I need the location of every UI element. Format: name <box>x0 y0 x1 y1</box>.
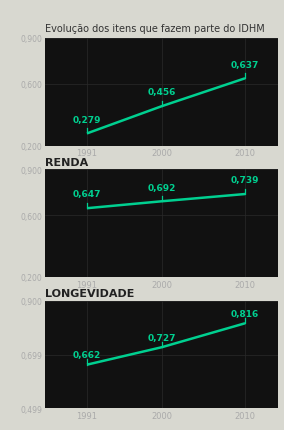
Text: LONGEVIDADE: LONGEVIDADE <box>45 289 135 298</box>
Text: 0,816: 0,816 <box>231 309 259 318</box>
Text: 0,647: 0,647 <box>73 190 101 199</box>
Text: EDUCAÇÃO: EDUCAÇÃO <box>45 54 114 66</box>
Text: 0,692: 0,692 <box>148 183 176 192</box>
Text: 0,662: 0,662 <box>73 350 101 359</box>
Text: 0,279: 0,279 <box>73 115 101 124</box>
Text: RENDA: RENDA <box>45 157 89 168</box>
Text: 0,637: 0,637 <box>231 61 259 69</box>
Text: 0,727: 0,727 <box>148 333 176 342</box>
Text: 0,739: 0,739 <box>231 176 259 185</box>
Text: 0,456: 0,456 <box>148 88 176 97</box>
Text: Evolução dos itens que fazem parte do IDHM: Evolução dos itens que fazem parte do ID… <box>45 24 265 34</box>
